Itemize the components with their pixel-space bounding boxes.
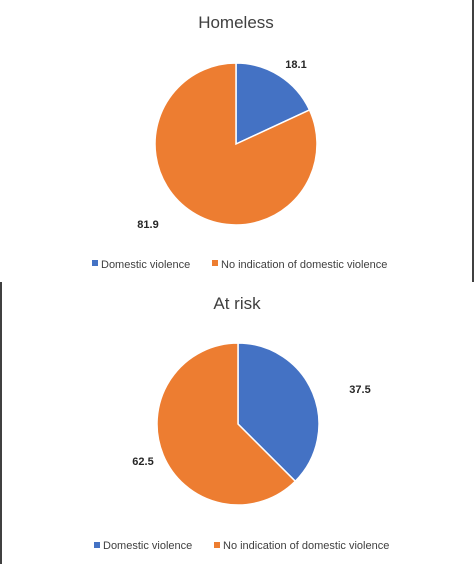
legend-swatch-no-domestic-violence xyxy=(212,260,218,266)
chart-svg: Homeless 18.1 81.9 Domestic violence No … xyxy=(92,0,474,282)
data-label-domestic-violence: 37.5 xyxy=(349,384,370,396)
legend-label-domestic-violence: Domestic violence xyxy=(101,259,190,271)
legend: Domestic violence No indication of domes… xyxy=(94,540,389,552)
pie-slice-no-domestic-violence xyxy=(156,342,297,506)
pie-slice-domestic-violence xyxy=(235,62,311,146)
legend-label-no-domestic-violence: No indication of domestic violence xyxy=(221,259,387,271)
legend-swatch-domestic-violence xyxy=(92,260,98,266)
chart-svg: At risk 37.5 62.5 Domestic violence No i… xyxy=(0,282,389,564)
legend-label-no-domestic-violence: No indication of domestic violence xyxy=(223,540,389,552)
chart-title: At risk xyxy=(213,294,261,313)
data-label-domestic-violence: 18.1 xyxy=(285,59,306,71)
pie xyxy=(154,62,318,226)
legend-swatch-no-domestic-violence xyxy=(214,542,220,548)
legend-swatch-domestic-violence xyxy=(94,542,100,548)
legend-label-domestic-violence: Domestic violence xyxy=(103,540,192,552)
chart-title: Homeless xyxy=(198,13,274,32)
pie-slice-no-domestic-violence xyxy=(154,62,318,226)
legend: Domestic violence No indication of domes… xyxy=(92,259,387,271)
chart-homeless: Homeless 18.1 81.9 Domestic violence No … xyxy=(92,0,474,282)
data-label-no-domestic-violence: 81.9 xyxy=(137,219,158,231)
pie xyxy=(156,342,320,506)
pie-slice-domestic-violence xyxy=(237,342,320,483)
data-label-no-domestic-violence: 62.5 xyxy=(132,456,153,468)
chart-at-risk: At risk 37.5 62.5 Domestic violence No i… xyxy=(0,282,474,564)
